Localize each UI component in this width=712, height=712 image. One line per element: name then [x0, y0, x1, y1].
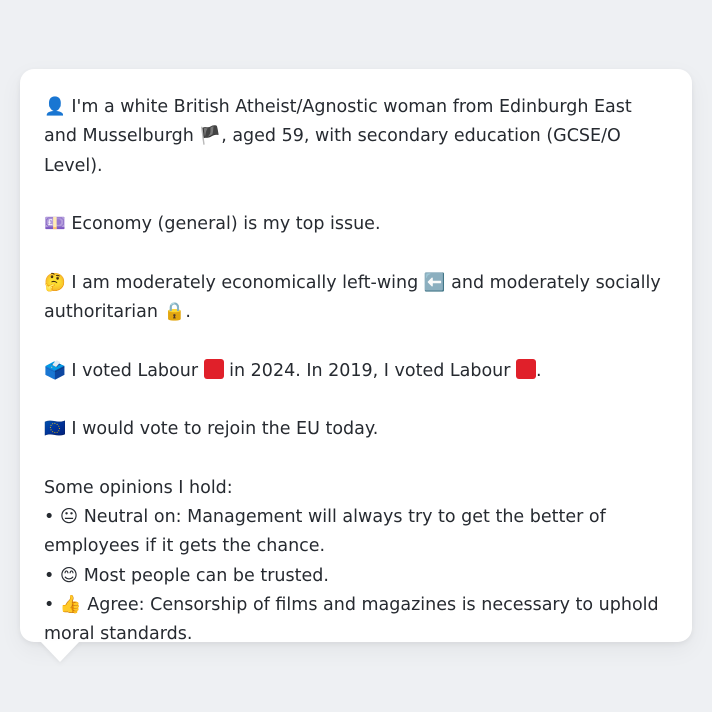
- red-square-icon: [203, 358, 224, 379]
- vote-text-c: .: [536, 360, 542, 381]
- left-arrow-icon: ⬅️: [423, 272, 446, 293]
- vote-text-b: in 2024. In 2019, I voted Labour: [223, 360, 517, 381]
- ballot-box-icon: 🗳️: [44, 360, 66, 381]
- intro-text-b: , aged 59, with secondary education (GCS…: [44, 126, 621, 176]
- politics-text-c: .: [185, 302, 191, 323]
- eu-line: 🇪🇺 I would vote to rejoin the EU today.: [44, 415, 668, 444]
- money-icon: 💷: [44, 214, 66, 235]
- smiling-face-icon: 😊: [59, 565, 79, 586]
- opinions-header: Some opinions I hold:: [44, 477, 233, 498]
- opinion-item: • 👍 Agree: Censorship of films and magaz…: [44, 591, 668, 650]
- vote-line: 🗳️ I voted Labour in 2024. In 2019, I vo…: [44, 357, 668, 386]
- bullet: •: [44, 565, 60, 586]
- vote-text-a: I voted Labour: [65, 360, 204, 381]
- opinion-text: Most people can be trusted.: [78, 565, 329, 586]
- thumbs-up-icon: 👍: [59, 595, 82, 616]
- scotland-flag-icon: 🏴: [199, 126, 222, 147]
- profile-card: 👤 I'm a white British Atheist/Agnostic w…: [20, 69, 692, 644]
- intro-text-a: I'm a white British Atheist/Agnostic wom…: [44, 97, 632, 147]
- neutral-face-icon: 😐: [59, 507, 79, 528]
- politics-text-a: I am moderately economically left-wing: [65, 272, 424, 293]
- opinion-text: Agree: Censorship of films and magazines…: [44, 595, 659, 645]
- opinion-item: • 😐 Neutral on: Management will always t…: [44, 503, 668, 562]
- eu-text: I would vote to rejoin the EU today.: [65, 419, 379, 440]
- person-icon: 👤: [44, 97, 66, 117]
- bullet: •: [44, 595, 60, 616]
- speech-bubble-tail: [40, 641, 80, 662]
- opinion-text: Neutral on: Management will always try t…: [44, 507, 606, 557]
- issue-line: 💷 Economy (general) is my top issue.: [44, 210, 668, 239]
- opinion-item: • 😊 Most people can be trusted.: [44, 562, 668, 591]
- politics-line: 🤔 I am moderately economically left-wing…: [44, 269, 668, 328]
- bullet: •: [44, 507, 60, 528]
- eu-flag-icon: 🇪🇺: [44, 419, 66, 440]
- lock-icon: 🔒: [163, 302, 186, 323]
- thinking-face-icon: 🤔: [44, 272, 66, 293]
- issue-text: Economy (general) is my top issue.: [65, 214, 381, 235]
- intro-line: 👤 I'm a white British Atheist/Agnostic w…: [44, 93, 668, 181]
- red-square-icon: [516, 358, 537, 379]
- politics-text-b: and moderately socially authoritarian: [44, 272, 661, 323]
